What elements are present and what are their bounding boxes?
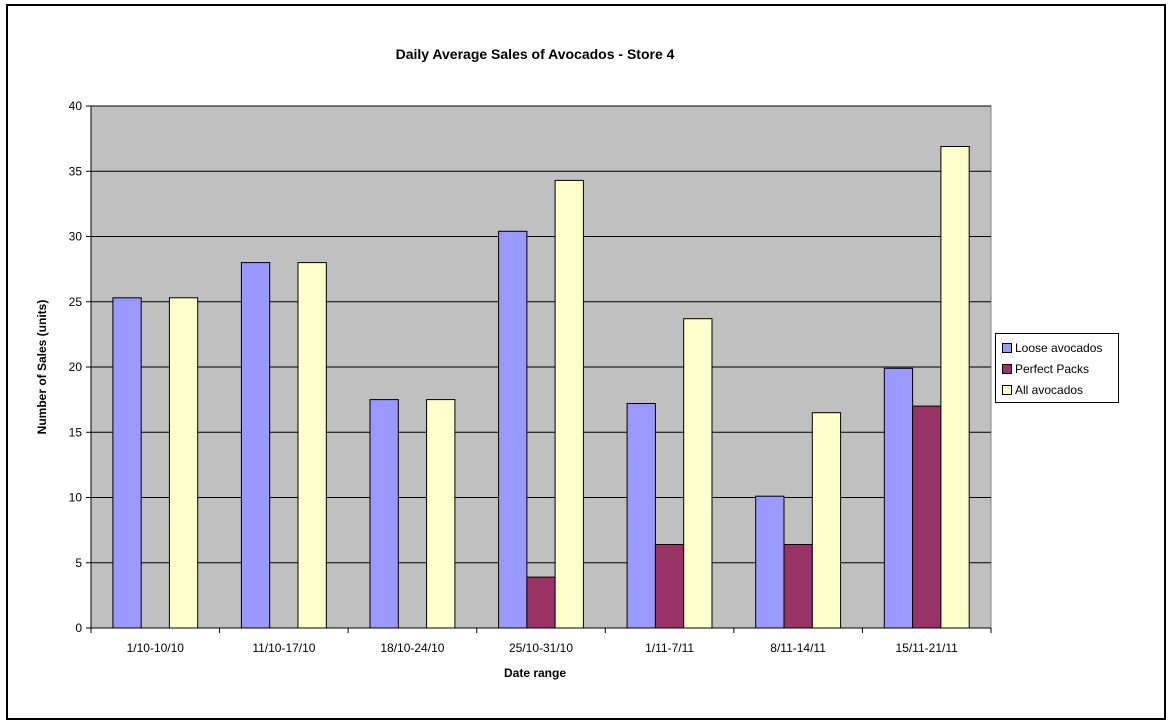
legend-swatch-all-avocados	[1002, 384, 1012, 395]
axes	[86, 105, 992, 633]
y-tick-labels: 0 5 10 15 20 25 30 35 40	[69, 99, 83, 635]
legend-item-loose-avocados: Loose avocados	[1002, 337, 1118, 358]
bars	[112, 146, 970, 629]
bar-perfect-packs-1-11-7-11	[654, 544, 685, 629]
x-tick-label: 25/10-31/10	[509, 641, 573, 655]
y-tick-label: 30	[69, 230, 83, 244]
legend: Loose avocados Perfect Packs All avocado…	[995, 333, 1119, 403]
chart-svg: 0 5 10 15 20 25 30 35 40 1/10-10/10 11/10-17/10 18…	[35, 46, 992, 680]
legend-swatch-loose-avocados	[1002, 342, 1012, 353]
y-tick-label: 20	[69, 360, 83, 374]
bar-loose-avocados-25-10-31-10	[498, 230, 528, 629]
x-tick-label: 15/11-21/11	[896, 641, 959, 655]
bar-perfect-packs-15-11-21-11	[912, 405, 942, 629]
chart-title: Daily Average Sales of Avocados - Store …	[396, 46, 675, 62]
x-tick-label: 8/11-14/11	[770, 641, 826, 655]
x-tick-label: 18/10-24/10	[380, 641, 444, 655]
legend-item-all-avocados: All avocados	[1002, 379, 1118, 400]
bar-all-avocados-18-10-24-10	[426, 399, 456, 629]
bar-all-avocados-8-11-14-11	[811, 412, 842, 629]
legend-swatch-perfect-packs	[1002, 363, 1012, 374]
bar-loose-avocados-15-11-21-11	[883, 367, 914, 629]
bar-all-avocados-11-10-17-10	[297, 262, 327, 629]
chart-frame: 0 5 10 15 20 25 30 35 40 1/10-10/10 11/10-17/10 18…	[6, 4, 1166, 720]
bar-all-avocados-1-11-7-11	[683, 318, 713, 629]
y-tick-label: 5	[75, 556, 82, 570]
y-tick-label: 10	[69, 491, 83, 505]
y-axis-label: Number of Sales (units)	[35, 300, 49, 435]
y-tick-label: 40	[69, 99, 83, 113]
bar-loose-avocados-1-10-10-10	[112, 297, 142, 629]
x-axis-label: Date range	[504, 666, 566, 680]
x-tick-label: 1/11-7/11	[645, 641, 694, 655]
legend-label-all-avocados: All avocados	[1015, 382, 1084, 397]
x-tick-label: 11/10-17/10	[252, 641, 315, 655]
y-tick-label: 35	[69, 164, 83, 178]
bar-all-avocados-15-11-21-11	[940, 146, 970, 629]
y-tick-label: 15	[69, 425, 83, 439]
bar-loose-avocados-11-10-17-10	[240, 262, 271, 629]
bar-loose-avocados-8-11-14-11	[755, 495, 785, 629]
y-tick-label: 0	[75, 621, 82, 635]
bar-loose-avocados-1-11-7-11	[626, 403, 656, 629]
bar-perfect-packs-25-10-31-10	[526, 576, 556, 629]
legend-label-loose-avocados: Loose avocados	[1015, 340, 1103, 355]
legend-label-perfect-packs: Perfect Packs	[1015, 361, 1090, 376]
bar-loose-avocados-18-10-24-10	[369, 399, 399, 629]
bar-perfect-packs-8-11-14-11	[783, 544, 813, 629]
legend-item-perfect-packs: Perfect Packs	[1002, 358, 1118, 379]
bar-all-avocados-1-10-10-10	[168, 297, 199, 629]
y-tick-label: 25	[69, 295, 83, 309]
bar-all-avocados-25-10-31-10	[554, 179, 584, 629]
x-tick-labels: 1/10-10/10 11/10-17/10 18/10-24/10 25/10-31…	[127, 641, 959, 655]
x-tick-label: 1/10-10/10	[127, 641, 185, 655]
